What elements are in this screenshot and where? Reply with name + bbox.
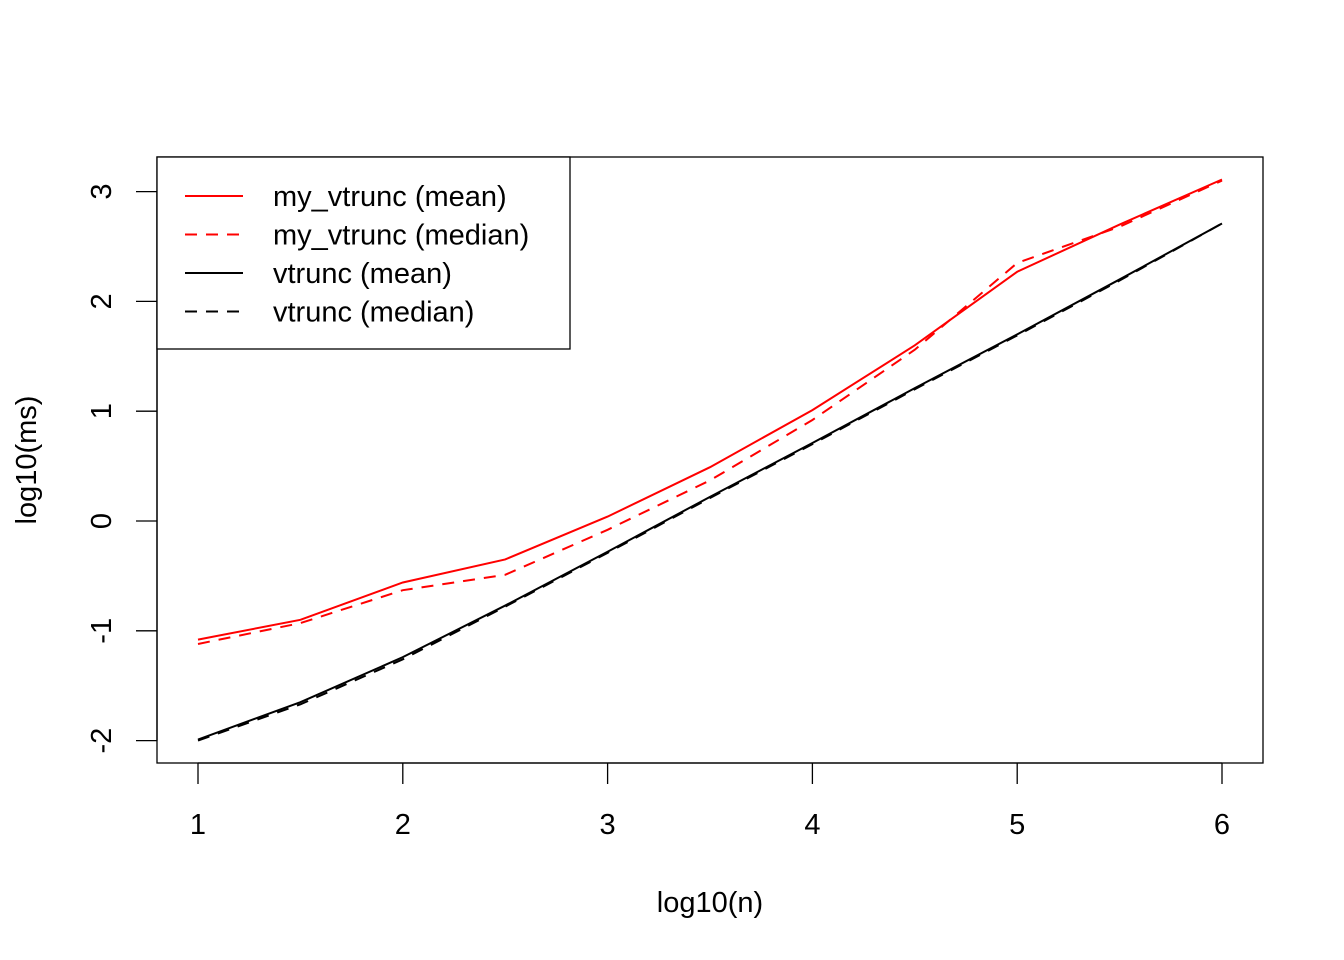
legend-box [156,156,571,350]
y-tick-label: 0 [86,513,118,529]
y-axis-label: log10(ms) [11,396,43,525]
legend-label: my_vtrunc (mean) [273,181,507,213]
x-tick-label: 4 [804,809,820,841]
legend-label: vtrunc (mean) [273,258,452,290]
x-axis-label: log10(n) [657,887,763,919]
series-line-3 [197,222,1223,742]
x-tick-label: 5 [1009,809,1025,841]
legend: my_vtrunc (mean) my_vtrunc (median) vtrunc… [156,156,571,350]
y-tick-label: 1 [86,403,118,419]
series-line-1 [197,179,1223,645]
y-tick-label: -2 [86,728,118,754]
y-axis: -2 -1 0 1 2 3 [86,184,158,754]
x-tick-label: 3 [600,809,616,841]
legend-label: my_vtrunc (median) [273,220,529,252]
legend-label: vtrunc (median) [273,297,474,329]
y-tick-label: 3 [86,184,118,200]
x-axis: 1 2 3 4 5 6 [190,762,1230,841]
x-tick-label: 1 [190,809,206,841]
y-tick-label: 2 [86,293,118,309]
series-lines [197,178,1223,742]
x-tick-label: 6 [1214,809,1230,841]
series-line-0 [197,178,1223,641]
y-tick-label: -1 [86,618,118,644]
x-tick-label: 2 [395,809,411,841]
